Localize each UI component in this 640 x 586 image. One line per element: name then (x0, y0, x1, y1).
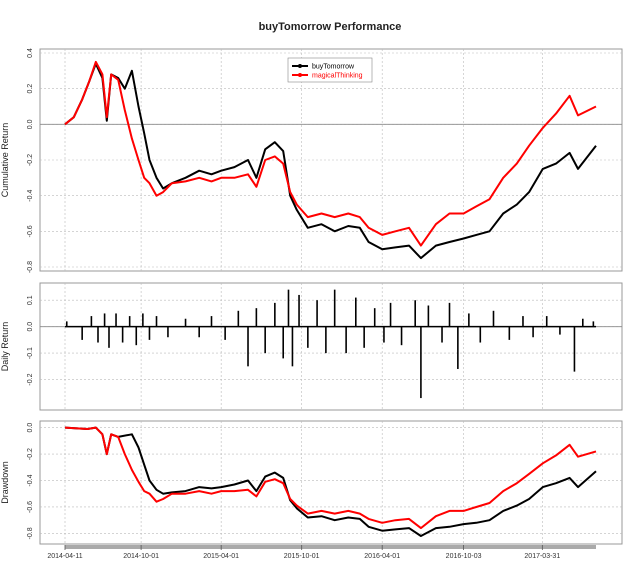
x-tick-label: 2016-10-03 (446, 553, 482, 560)
legend-marker-buyTomorrow (298, 64, 302, 68)
x-tick-label: 2016-04-01 (364, 553, 400, 560)
y-tick-label: -0.8 (27, 261, 34, 273)
y-tick-label: -0.8 (27, 527, 34, 539)
x-axis-bar (65, 545, 596, 549)
y-axis-label: Daily Return (0, 322, 10, 372)
y-tick-label: 0.0 (27, 119, 34, 129)
x-axis: 2014-04-11 2014-10-01 2015-04-01 2015-10-01… (47, 545, 596, 560)
y-tick-label: 0.0 (27, 322, 34, 332)
panel-drawdown: 0.0 -0.2 -0.4 -0.6 -0.8 Drawdown (0, 420, 623, 545)
x-tick-label: 2017-03-31 (524, 553, 560, 560)
x-tick-label: 2015-10-01 (284, 553, 320, 560)
series-line-buyTomorrow (64, 426, 597, 537)
panel-cumulative: 0.4 0.2 0.0 -0.2 -0.4 -0.6 -0.8 Cumulative Retu… (0, 48, 623, 273)
y-tick-label: 0.1 (27, 295, 34, 305)
legend-label-magicalThinking: magicalThinking (312, 73, 363, 80)
chart-legend: buyTomorrow magicalThinking (287, 57, 373, 83)
series-line-magicalThinking (64, 60, 597, 247)
y-tick-label: -0.2 (27, 373, 34, 385)
panel-frame (39, 282, 623, 411)
y-tick-label: 0.0 (27, 423, 34, 433)
y-tick-label: -0.4 (27, 474, 34, 486)
panel-frame (39, 420, 623, 545)
x-tick-label: 2014-04-11 (47, 553, 82, 560)
panel-daily: 0.1 0.0 -0.1 -0.2 Daily Return (0, 282, 623, 411)
x-tick-label: 2014-10-01 (123, 553, 159, 560)
legend-box (287, 57, 373, 83)
y-tick-label: -0.1 (27, 347, 34, 359)
y-tick-label: -0.2 (27, 154, 34, 166)
y-tick-label: -0.6 (27, 225, 34, 237)
y-axis-label: Drawdown (0, 461, 10, 504)
y-tick-label: 0.2 (27, 84, 34, 94)
series-line-magicalThinking (64, 426, 597, 530)
chart-panels: 0.4 0.2 0.0 -0.2 -0.4 -0.6 -0.8 Cumulative Retu… (0, 48, 623, 545)
legend-marker-magicalThinking (298, 73, 302, 77)
y-tick-label: -0.2 (27, 448, 34, 460)
series-line-buyTomorrow (64, 62, 597, 260)
y-tick-label: -0.6 (27, 501, 34, 513)
legend-label-buyTomorrow: buyTomorrow (312, 64, 355, 71)
x-tick-label: 2015-04-01 (203, 553, 239, 560)
chart-title: buyTomorrow Performance (259, 21, 402, 33)
y-axis-label: Cumulative Return (0, 123, 10, 198)
y-tick-label: 0.4 (27, 48, 34, 58)
y-tick-label: -0.4 (27, 190, 34, 202)
